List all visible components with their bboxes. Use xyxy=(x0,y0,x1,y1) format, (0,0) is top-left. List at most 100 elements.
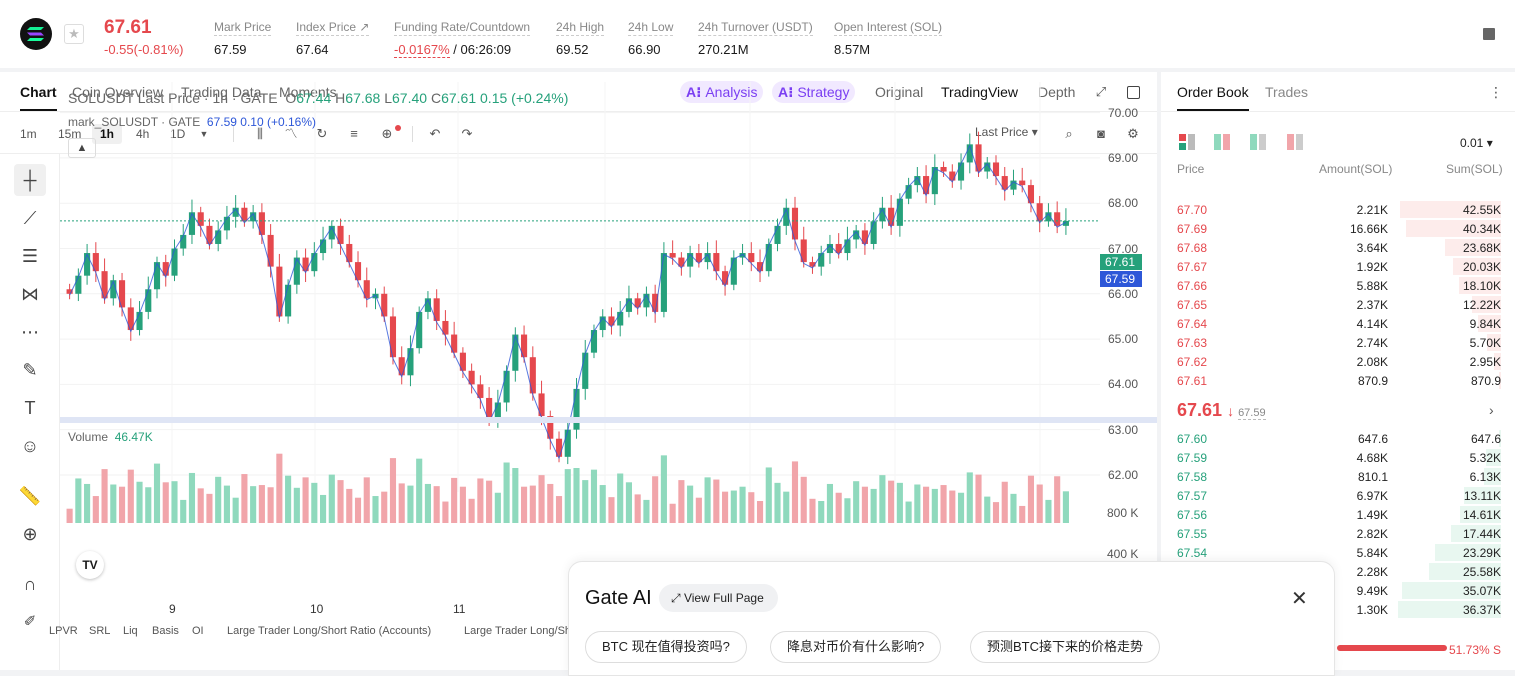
tab-trades[interactable]: Trades xyxy=(1265,84,1309,100)
fib-icon[interactable]: ⋯ xyxy=(21,322,39,342)
indicator-ls-positions[interactable]: Large Trader Long/Sh xyxy=(464,625,572,637)
volume-chart[interactable] xyxy=(60,423,1100,523)
replay-icon[interactable]: ↻ xyxy=(316,126,328,141)
price-type-select[interactable]: Last Price ▾ xyxy=(975,125,1038,139)
orderbook-row[interactable]: 67.70 2.21K 42.55K xyxy=(1161,200,1515,219)
favorite-star-icon[interactable]: ★ xyxy=(64,24,84,44)
ai-suggestion[interactable]: 降息对币价有什么影响? xyxy=(770,631,942,663)
indicator-basis[interactable]: Basis xyxy=(152,625,179,637)
camera-icon[interactable]: ◙ xyxy=(1097,126,1105,141)
crosshair-icon[interactable]: ┼ xyxy=(14,164,46,196)
interval-4h[interactable]: 4h xyxy=(136,127,150,141)
lock-draw-icon[interactable]: ✐ xyxy=(23,613,37,630)
interval-1d[interactable]: 1D xyxy=(170,127,186,141)
more-icon[interactable]: ⋮ xyxy=(1489,84,1503,100)
volume-bar xyxy=(145,487,152,523)
orderbook-row[interactable]: 67.67 1.92K 20.03K xyxy=(1161,257,1515,276)
tab-trading-data[interactable]: Trading Data xyxy=(181,84,262,100)
horizontal-lines-icon[interactable]: ☰ xyxy=(21,246,39,266)
ai-suggestion[interactable]: 预测BTC接下来的价格走势 xyxy=(970,631,1161,663)
orderbook-row[interactable]: 1.30K 36.37K xyxy=(1161,600,1515,619)
search-icon[interactable]: ⌕ xyxy=(1065,126,1073,141)
chevron-down-icon[interactable]: ▼ xyxy=(199,129,209,139)
orderbook-row[interactable]: 2.28K 25.58K xyxy=(1161,562,1515,581)
indicator-lpvr[interactable]: LPVR xyxy=(49,625,78,637)
close-icon[interactable]: ✕ xyxy=(1291,588,1308,610)
ai-strategy-button[interactable]: A⁝ Strategy xyxy=(772,81,856,103)
stat-index-price[interactable]: Index Price ↗ 67.64 xyxy=(296,20,370,57)
orderbook-row[interactable]: 9.49K 35.07K xyxy=(1161,581,1515,600)
orderbook-row[interactable]: 67.66 5.88K 18.10K xyxy=(1161,276,1515,295)
ai-analysis-button[interactable]: A⁝ Analysis xyxy=(680,81,764,103)
templates-icon[interactable]: ≡ xyxy=(350,126,358,141)
orderbook-row[interactable]: 67.57 6.97K 13.11K xyxy=(1161,486,1515,505)
orderbook-row[interactable]: 67.58 810.1 6.13K xyxy=(1161,467,1515,486)
pattern-icon[interactable]: ⋈ xyxy=(21,284,39,304)
indicator-liq[interactable]: Liq xyxy=(123,625,138,637)
collapse-legend-button[interactable]: ▲ xyxy=(68,138,96,158)
tab-depth[interactable]: Depth xyxy=(1038,84,1076,100)
tab-order-book[interactable]: Order Book xyxy=(1177,84,1249,111)
tab-chart[interactable]: Chart xyxy=(20,84,57,111)
chevron-right-icon[interactable]: › xyxy=(1489,402,1494,418)
volume-bar xyxy=(861,486,868,523)
tab-tradingview[interactable]: TradingView xyxy=(941,84,1019,100)
redo-icon[interactable]: ↷ xyxy=(461,126,473,141)
orderbook-row[interactable]: 67.55 2.82K 17.44K xyxy=(1161,524,1515,543)
zoom-icon[interactable]: ⊕ xyxy=(22,524,38,544)
indicator-oi[interactable]: OI xyxy=(192,625,204,637)
brush-icon[interactable]: ✎ xyxy=(22,360,38,380)
price-chart[interactable] xyxy=(60,82,1100,492)
volume-bar xyxy=(258,485,265,523)
magnet-icon[interactable]: ∩ xyxy=(23,574,37,594)
interval-1m[interactable]: 1m xyxy=(20,127,37,141)
orderbook-row[interactable]: 67.65 2.37K 12.22K xyxy=(1161,295,1515,314)
tradingview-logo[interactable]: TV xyxy=(76,551,104,579)
guide-book-icon[interactable] xyxy=(1483,28,1495,40)
trendline-icon[interactable]: ⟋ xyxy=(23,208,37,228)
pane-divider[interactable] xyxy=(60,417,1157,423)
window-icon[interactable] xyxy=(1127,86,1140,99)
fullscreen-icon[interactable]: ⤢ xyxy=(1095,84,1107,99)
ruler-icon[interactable]: 📏 xyxy=(18,486,42,506)
interval-15m[interactable]: 15m xyxy=(58,127,82,141)
view-bids-icon[interactable] xyxy=(1214,134,1231,150)
orderbook-row[interactable]: 67.59 4.68K 5.32K xyxy=(1161,448,1515,467)
view-both-icon[interactable] xyxy=(1179,134,1196,150)
candle xyxy=(634,298,641,308)
stat-24h-high: 24h High 69.52 xyxy=(556,20,605,57)
indicator-srl[interactable]: SRL xyxy=(89,625,111,637)
indicator-ls-accounts[interactable]: Large Trader Long/Short Ratio (Accounts) xyxy=(227,625,432,637)
orderbook-row[interactable]: 67.64 4.14K 9.84K xyxy=(1161,314,1515,333)
tab-coin-overview[interactable]: Coin Overview xyxy=(72,84,164,100)
volume-tick: 800 K xyxy=(1107,506,1139,520)
tab-original[interactable]: Original xyxy=(875,84,924,100)
cell-s: 12.22K xyxy=(1462,298,1501,312)
candle-type-icon[interactable]: ⫼ xyxy=(257,126,263,141)
orderbook-row[interactable]: 67.54 5.84K 23.29K xyxy=(1161,543,1515,562)
orderbook-row[interactable]: 67.61 870.9 870.9 xyxy=(1161,371,1515,390)
gear-icon[interactable]: ⚙ xyxy=(1127,126,1139,141)
orderbook-row[interactable]: 67.68 3.64K 23.68K xyxy=(1161,238,1515,257)
emoji-icon[interactable]: ☺ xyxy=(20,436,40,456)
orderbook-row[interactable]: 67.60 647.6 647.6 xyxy=(1161,429,1515,448)
undo-icon[interactable]: ↶ xyxy=(429,126,441,141)
view-buy-icon[interactable] xyxy=(1250,134,1267,150)
precision-select[interactable]: 0.01 ▾ xyxy=(1460,136,1493,150)
text-icon[interactable]: T xyxy=(24,398,36,418)
indicators-icon[interactable]: 〽 xyxy=(284,126,298,141)
volume-bar xyxy=(267,487,274,523)
orderbook-row[interactable]: 67.69 16.66K 40.34K xyxy=(1161,219,1515,238)
tab-moments[interactable]: Moments xyxy=(279,84,337,100)
view-full-page-button[interactable]: ⤢ View Full Page xyxy=(659,584,778,612)
add-indicator-icon[interactable]: ⊕ xyxy=(381,126,393,141)
interval-1h[interactable]: 1h xyxy=(92,124,123,144)
orderbook-row[interactable]: 67.63 2.74K 5.70K xyxy=(1161,333,1515,352)
ai-suggestion[interactable]: BTC 现在值得投资吗? xyxy=(585,631,747,663)
orderbook-row[interactable]: 67.62 2.08K 2.95K xyxy=(1161,352,1515,371)
price-axis[interactable]: 70.00 69.00 68.00 67.00 66.00 65.00 64.00 63.00… xyxy=(1100,82,1157,502)
volume-bar xyxy=(84,483,91,523)
orderbook-row[interactable]: 67.56 1.49K 14.61K xyxy=(1161,505,1515,524)
view-sell-icon[interactable] xyxy=(1287,134,1304,150)
ai-icon: A⁝ xyxy=(778,84,798,100)
